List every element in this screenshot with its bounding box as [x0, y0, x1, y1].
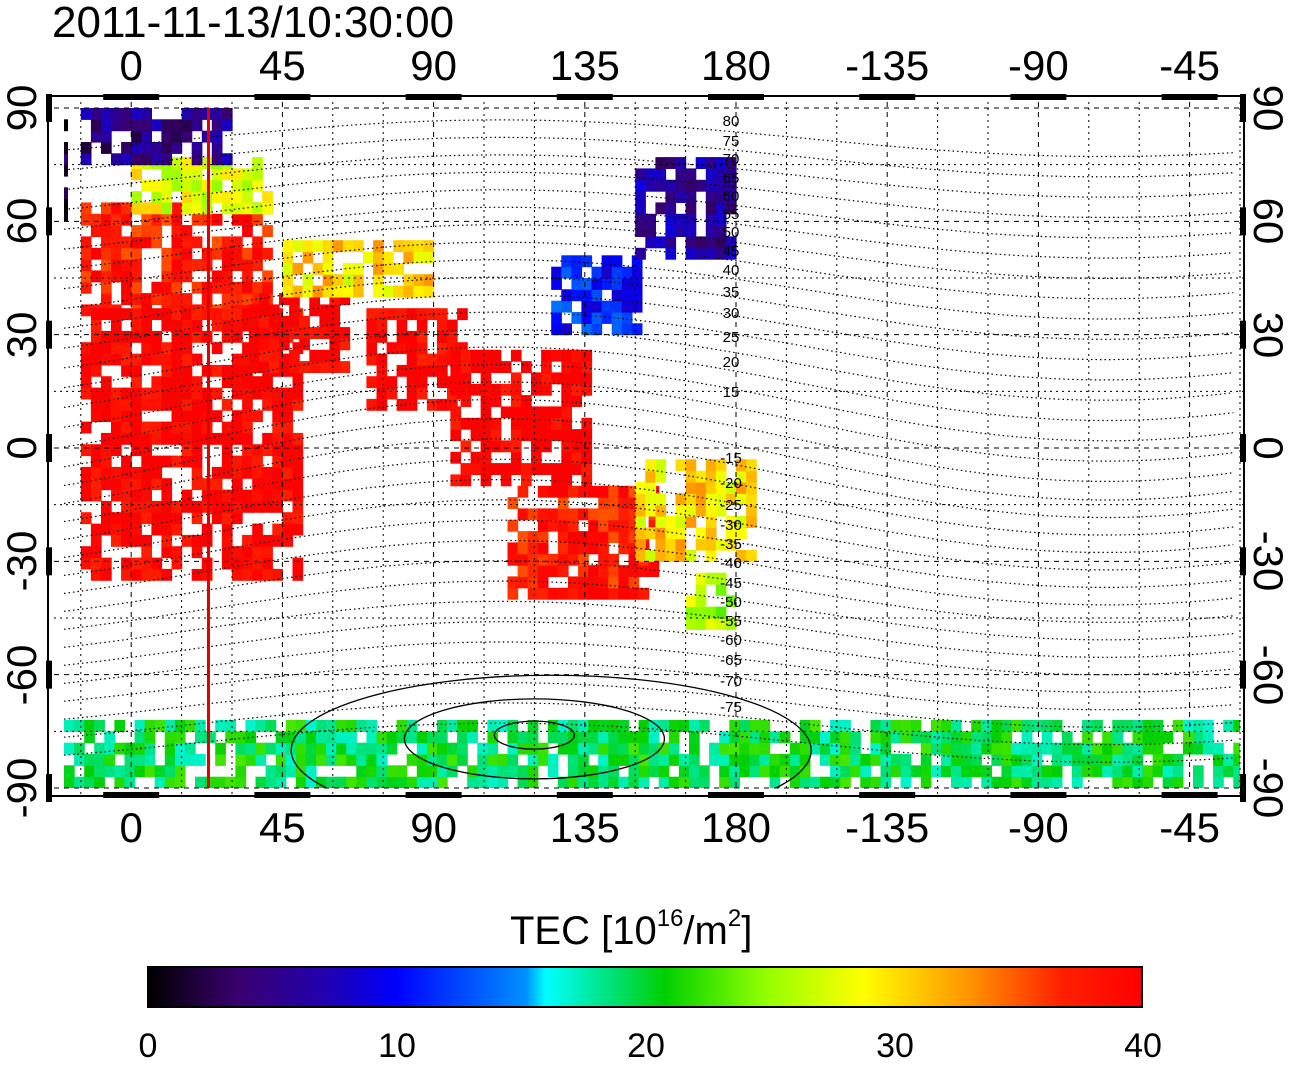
left-lat-tick: -60 — [0, 644, 45, 706]
top-lon-tick: -45 — [1159, 42, 1220, 89]
left-lat-tick: 60 — [0, 197, 45, 245]
contour-label: -75 — [720, 699, 742, 716]
region-japan — [551, 255, 643, 336]
bottom-lon-tick: -90 — [1008, 804, 1069, 851]
contour-label: 50 — [723, 224, 740, 241]
top-lon-tick: 135 — [549, 42, 620, 89]
bottom-lon-tick: 180 — [700, 804, 772, 851]
region-east-siberia — [635, 157, 737, 260]
top-lon-tick: 180 — [700, 42, 772, 89]
colorbar-tick-10: 10 — [378, 1027, 416, 1065]
region-central-asia — [282, 240, 435, 298]
contour-label: 35 — [723, 284, 740, 301]
region-middle-east — [248, 293, 351, 373]
contour-label: -35 — [720, 536, 742, 553]
contour-label: 65 — [723, 170, 740, 187]
top-lon-tick: -135 — [845, 42, 930, 89]
left-lat-tick: -90 — [0, 757, 45, 819]
contour-label: 15 — [723, 384, 740, 401]
contour-label: -60 — [720, 632, 742, 649]
right-lat-tick: 90 — [1245, 84, 1292, 132]
contour-label: 40 — [723, 262, 740, 279]
bottom-lon-tick: -45 — [1159, 804, 1220, 851]
right-lat-tick: 30 — [1245, 311, 1292, 359]
region-southeast-asia — [450, 349, 593, 487]
contour-label: -20 — [720, 475, 742, 492]
top-lon-tick: 0 — [119, 42, 143, 89]
right-lat-tick: 0 — [1245, 436, 1292, 460]
left-lat-tick: -30 — [0, 530, 45, 592]
right-lat-tick: -30 — [1245, 530, 1292, 592]
top-lon-tick: 90 — [410, 42, 457, 89]
left-lat-tick: 0 — [0, 436, 45, 460]
contour-label: 45 — [723, 243, 740, 260]
contour-label: 75 — [723, 133, 740, 150]
left-lat-tick: 90 — [0, 84, 45, 132]
right-lat-tick: 60 — [1245, 197, 1292, 245]
contour-lines — [64, 119, 1234, 788]
top-lon-tick: 45 — [259, 42, 306, 89]
bottom-lon-tick: 135 — [549, 804, 620, 851]
region-south-america-north — [0, 410, 14, 524]
contour-label: 20 — [723, 354, 740, 371]
contour-label: -15 — [720, 450, 742, 467]
map-title: 2011-11-13/10:30:00 — [52, 0, 455, 47]
frame-ticks — [46, 94, 1246, 802]
colorbar-tick-0: 0 — [138, 1027, 158, 1065]
contour-label: 55 — [723, 206, 740, 223]
bottom-lon-tick: 0 — [119, 804, 143, 851]
bottom-lon-tick: 90 — [410, 804, 457, 851]
region-scandinavia — [131, 157, 273, 215]
grid-lines — [54, 102, 1246, 794]
colorbar — [147, 966, 1143, 1008]
right-lat-tick: -90 — [1245, 757, 1292, 819]
contour-label: 80 — [723, 113, 740, 130]
contour-label: -55 — [720, 613, 742, 630]
top-lon-tick: -90 — [1008, 42, 1069, 89]
colorbar-tick-40: 40 — [1124, 1027, 1162, 1065]
contour-label: 60 — [723, 188, 740, 205]
bottom-lon-tick: -135 — [845, 804, 930, 851]
region-europe — [80, 202, 273, 317]
colorbar-tick-20: 20 — [627, 1027, 665, 1065]
contour-label: -40 — [720, 555, 742, 572]
colorbar-title: TEC [1016/m2] — [510, 905, 753, 953]
region-greenland — [64, 119, 68, 222]
contour-label: -25 — [720, 497, 742, 514]
bottom-lon-tick: 45 — [259, 804, 306, 851]
contour-label: 25 — [723, 329, 740, 346]
contour-label: -30 — [720, 517, 742, 534]
right-lat-tick: -60 — [1245, 644, 1292, 706]
contour-label: -50 — [720, 594, 742, 611]
contour-label: -65 — [720, 652, 742, 669]
region-pacific-islands — [635, 459, 757, 562]
contour-label: 70 — [723, 151, 740, 168]
colorbar-tick-30: 30 — [876, 1027, 914, 1065]
contour-label: 30 — [723, 305, 740, 322]
contour-label: -70 — [720, 673, 742, 690]
left-lat-tick: 30 — [0, 311, 45, 359]
region-new-zealand — [685, 572, 737, 630]
contour-label: -45 — [720, 575, 742, 592]
